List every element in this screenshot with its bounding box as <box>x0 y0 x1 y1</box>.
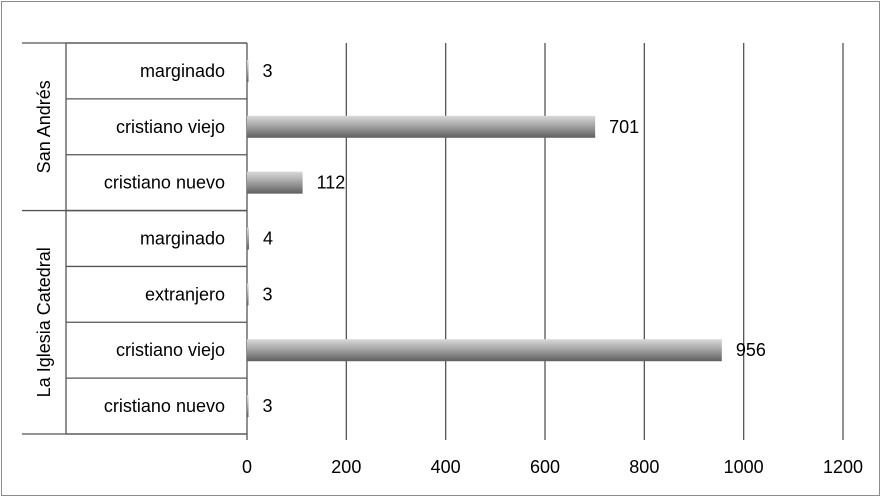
data-label: 3 <box>263 61 273 81</box>
data-label: 701 <box>609 117 639 137</box>
x-tick-labels: 0 200 400 600 800 1000 1200 <box>242 434 863 477</box>
bar <box>247 115 596 138</box>
x-tick-label: 200 <box>331 457 361 477</box>
data-label: 956 <box>736 340 766 360</box>
x-tick-label: 1000 <box>724 457 764 477</box>
category-label: cristiano nuevo <box>104 173 225 193</box>
data-labels: 3 701 112 4 3 956 3 <box>263 61 766 416</box>
category-label: cristiano viejo <box>116 117 225 137</box>
category-label: marginado <box>140 61 225 81</box>
bar <box>247 59 249 82</box>
bar <box>247 283 249 306</box>
bar <box>247 227 249 250</box>
bar <box>247 171 303 194</box>
category-axis: San Andrés La Iglesia Catedral marginado cr… <box>22 42 248 435</box>
bars <box>247 59 722 418</box>
bar <box>247 395 249 418</box>
data-label: 4 <box>263 229 273 249</box>
group-label: La Iglesia Catedral <box>34 247 54 397</box>
category-label: cristiano nuevo <box>104 396 225 416</box>
x-tick-label: 600 <box>530 457 560 477</box>
x-tick-label: 0 <box>242 457 252 477</box>
group-label: San Andrés <box>34 80 54 173</box>
data-label: 3 <box>263 284 273 304</box>
x-tick-label: 800 <box>629 457 659 477</box>
category-label: extranjero <box>145 284 225 304</box>
bar <box>247 339 722 362</box>
data-label: 3 <box>263 396 273 416</box>
x-tick-label: 1200 <box>823 457 863 477</box>
grid-lines <box>345 43 844 434</box>
x-tick-label: 400 <box>431 457 461 477</box>
data-label: 112 <box>317 173 346 193</box>
category-label: marginado <box>140 229 225 249</box>
category-label: cristiano viejo <box>116 340 225 360</box>
